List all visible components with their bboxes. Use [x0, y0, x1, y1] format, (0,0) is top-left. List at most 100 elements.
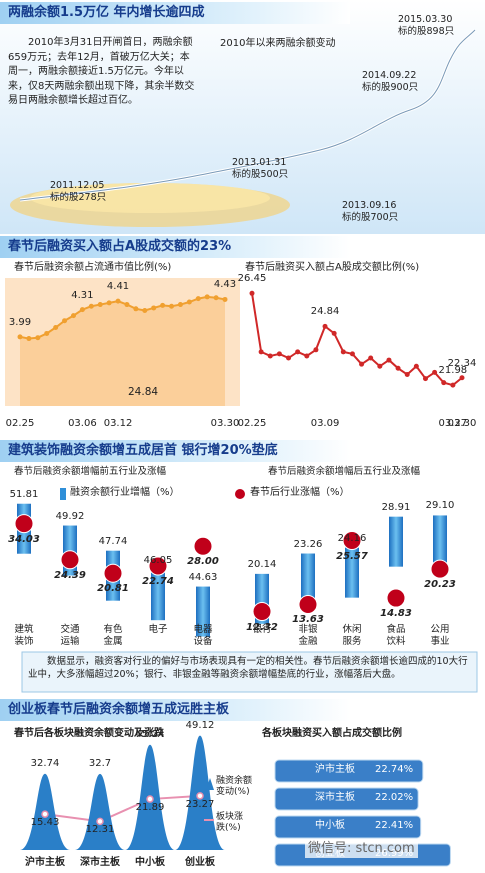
dot: [298, 594, 318, 614]
point: [44, 330, 50, 336]
legend-label: 春节后行业涨幅（%）: [250, 487, 350, 498]
x-tick-label: 深市主板: [80, 857, 120, 868]
y-tick-label: 中小板: [315, 820, 345, 831]
point: [26, 336, 32, 342]
x-tick-label: 02.25: [237, 418, 267, 429]
point: [133, 306, 139, 312]
header-bar: [0, 2, 350, 24]
milestone-date: 2013.09.16: [342, 200, 397, 211]
paragraph: 2010年3月31日开闸首日，两融余额659万元；去年12月，首破万亿大关；本周…: [8, 37, 195, 106]
data-label: 4.31: [71, 289, 94, 301]
point: [115, 298, 121, 304]
point: [441, 380, 447, 386]
dot: [430, 559, 450, 579]
dot: [148, 556, 168, 576]
dot: [60, 550, 80, 570]
bar: [301, 553, 315, 604]
milestone-label: 标的股900只: [362, 82, 419, 93]
note: 数据显示，融资客对行业的偏好与市场表现具有一定的相关性。春节后融资余额增长逾四成…: [28, 656, 468, 681]
dot: [193, 536, 213, 556]
x-tick-label: 电器设备: [193, 624, 213, 647]
point: [177, 302, 183, 308]
point: [286, 355, 292, 361]
data-label: 20.81: [97, 583, 129, 595]
data-label: 49.12: [185, 719, 215, 731]
milestone-label: 标的股700只: [342, 212, 399, 223]
data-label: 28.91: [381, 501, 411, 513]
point: [96, 817, 104, 826]
data-label: 12.32: [246, 621, 278, 633]
y-tick-label: 深市主板: [315, 792, 355, 803]
chart-title: 春节后各板块融资余额变动及涨跌: [14, 728, 164, 739]
x-tick-label: 创业板: [185, 857, 215, 868]
data-label: 4.41: [106, 281, 130, 293]
point: [258, 349, 264, 355]
data-label: 49.92: [55, 510, 85, 522]
point: [196, 792, 204, 800]
header-bar: [0, 699, 350, 721]
data-label: 45.24: [135, 728, 165, 740]
data-label: 24.39: [54, 569, 86, 581]
bar: [345, 547, 359, 598]
header-bar: [0, 440, 350, 462]
milestone-date: 2014.09.22: [362, 70, 417, 81]
dot: [342, 531, 362, 551]
bar: [151, 570, 165, 621]
area: [20, 296, 225, 406]
milestone-label: 标的股278只: [50, 192, 107, 203]
x-tick-label: 02.25: [5, 418, 35, 429]
point: [146, 795, 154, 803]
point: [106, 300, 112, 306]
data-label: 20.14: [247, 558, 277, 570]
data-label: 15.43: [30, 817, 60, 829]
point: [304, 353, 310, 359]
header-bar: [0, 236, 350, 258]
trend-line: [19, 29, 476, 201]
point: [313, 347, 319, 353]
legend-label: 融资余额变动(%): [216, 776, 253, 798]
point: [359, 361, 365, 367]
legend-label: 板块涨跌(%): [216, 812, 244, 834]
dot: [14, 514, 34, 534]
y-tick-label: 沪市主板: [315, 764, 355, 775]
data-label: 4.43: [213, 279, 237, 291]
data-label: 12.31: [85, 824, 115, 836]
chart-title: 春节后融资余额占流通市值比例(%): [14, 262, 172, 273]
point: [249, 290, 255, 296]
point: [41, 810, 49, 818]
data-label: 24.16: [337, 532, 367, 544]
chart-title: 春节后融资余额增幅前五行业及涨幅: [14, 466, 167, 477]
milestone-label: 标的股500只: [232, 169, 289, 180]
peak: [75, 773, 125, 850]
x-tick-label: 非银金融: [298, 624, 318, 647]
point: [222, 296, 228, 302]
point: [340, 349, 346, 355]
bar: [196, 586, 210, 637]
data-label: 47.74: [98, 535, 128, 547]
point: [404, 371, 410, 377]
bar: [274, 759, 424, 783]
point: [368, 355, 374, 361]
data-label: 34.03: [8, 533, 40, 545]
x-tick-label: 建筑装饰: [14, 624, 34, 647]
milestone-date: 2013.01.31: [232, 157, 287, 168]
point: [88, 303, 94, 309]
point: [459, 375, 465, 381]
point: [450, 382, 456, 388]
data-label: 24.84: [310, 306, 340, 318]
point: [395, 365, 401, 371]
data-label: 3.99: [8, 316, 32, 328]
data-label: 22.74%: [375, 764, 414, 775]
section-header: 建筑装饰融资余额增五成居首 银行增20%垫底: [8, 443, 278, 458]
chart-title: 2010年以来两融余额变动: [220, 38, 336, 49]
x-tick-label: 03.06: [68, 418, 97, 429]
legend-swatch: [60, 488, 66, 500]
point: [160, 302, 166, 308]
x-tick-label: 03.30: [447, 418, 477, 429]
section-header: 春节后融资买入额占A股成交额的23%: [8, 239, 232, 254]
milestone-label: 标的股898只: [398, 26, 455, 37]
point: [124, 302, 130, 308]
dot: [103, 563, 123, 583]
data-label: 25.57: [336, 550, 368, 562]
